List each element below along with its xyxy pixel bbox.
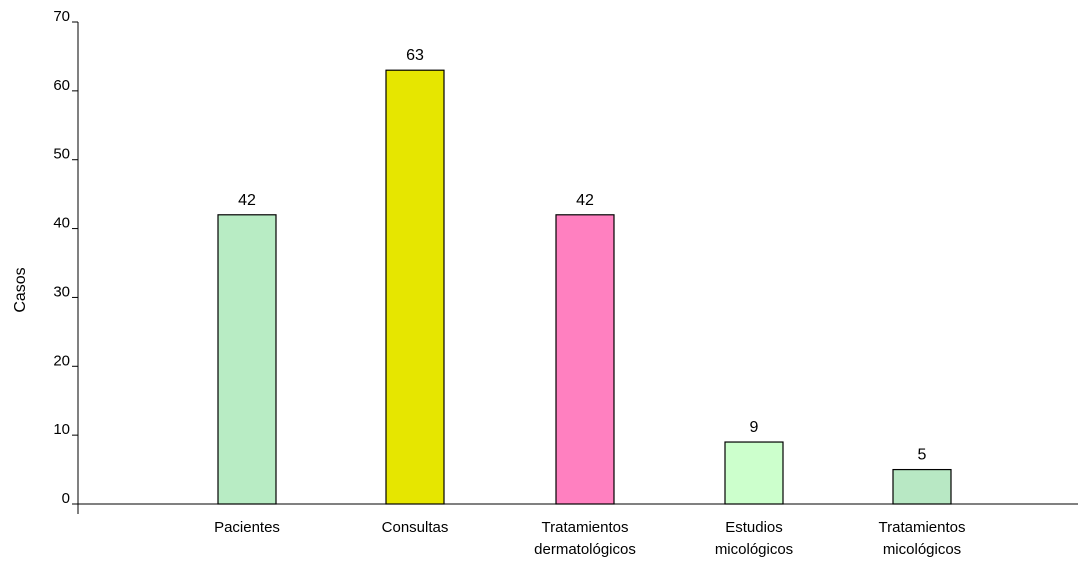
bar xyxy=(892,468,952,505)
y-axis: 0 10 20 30 40 50 60 70 xyxy=(53,8,79,514)
y-tick-label: 0 xyxy=(62,490,70,507)
y-tick-label: 60 xyxy=(53,77,70,94)
y-tick-label: 50 xyxy=(53,146,70,163)
data-label: 42 xyxy=(238,192,256,209)
bar xyxy=(555,214,615,505)
y-tick-label: 10 xyxy=(53,421,70,438)
y-tick-label: 70 xyxy=(53,8,70,25)
category-label: Tratamientos xyxy=(879,519,966,536)
category-label: dermatológicos xyxy=(534,541,636,558)
category-label: micológicos xyxy=(715,541,793,558)
category-label: Consultas xyxy=(382,519,449,536)
category-label: Estudios xyxy=(725,519,783,536)
bar xyxy=(385,69,445,505)
bar xyxy=(217,214,277,505)
data-label: 5 xyxy=(918,447,927,464)
category-label: Tratamientos xyxy=(542,519,629,536)
category-labels: Pacientes Consultas Tratamientos dermatológ… xyxy=(214,519,965,558)
data-label: 42 xyxy=(576,192,594,209)
y-tick-label: 40 xyxy=(53,215,70,232)
bar xyxy=(724,441,784,505)
y-tick-label: 30 xyxy=(53,283,70,300)
data-label: 9 xyxy=(750,419,759,436)
data-label: 63 xyxy=(406,47,424,64)
bars xyxy=(217,69,952,505)
y-axis-title: Casos xyxy=(12,267,29,312)
category-label: micológicos xyxy=(883,541,961,558)
data-labels: 42 63 42 9 5 xyxy=(238,47,926,463)
category-label: Pacientes xyxy=(214,519,280,536)
y-tick-label: 20 xyxy=(53,352,70,369)
